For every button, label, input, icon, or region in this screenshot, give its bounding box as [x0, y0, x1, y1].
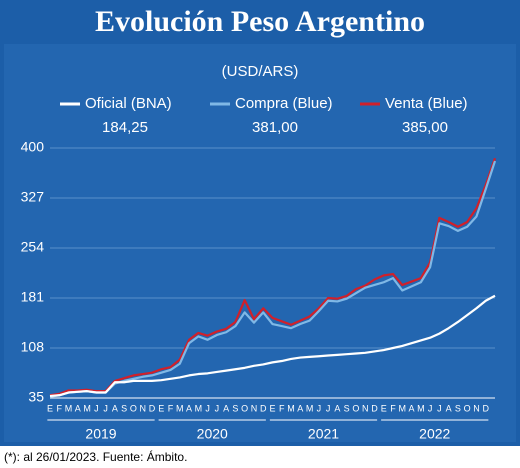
- x-tick-label: F: [279, 403, 285, 413]
- x-tick-label: A: [409, 403, 415, 413]
- x-tick-label: A: [223, 403, 229, 413]
- x-tick-label: M: [287, 403, 295, 413]
- x-tick-label: M: [417, 403, 425, 413]
- series-line: [49, 157, 497, 397]
- x-tick-label: J: [317, 403, 322, 413]
- plot-panel: [4, 44, 516, 442]
- x-tick-label: A: [186, 403, 192, 413]
- x-tick-label: O: [130, 403, 137, 413]
- x-tick-label: M: [195, 403, 203, 413]
- x-tick-label: J: [94, 403, 99, 413]
- y-tick-label: 181: [21, 289, 45, 305]
- y-tick-label: 327: [21, 189, 45, 205]
- legend-label: Venta (Blue): [385, 95, 468, 112]
- y-tick-label: 400: [21, 139, 45, 155]
- subtitle: (USD/ARS): [222, 63, 299, 80]
- legend-value: 184,25: [102, 119, 148, 136]
- series-line: [49, 160, 497, 398]
- x-tick-label: J: [103, 403, 108, 413]
- x-tick-label: N: [362, 403, 369, 413]
- x-tick-label: M: [399, 403, 407, 413]
- x-tick-label: E: [47, 403, 53, 413]
- x-tick-label: N: [251, 403, 258, 413]
- x-tick-label: A: [112, 403, 118, 413]
- y-tick-label: 35: [28, 389, 44, 405]
- y-tick-label: 254: [21, 239, 45, 255]
- x-tick-label: A: [446, 403, 452, 413]
- x-tick-label: F: [390, 403, 396, 413]
- x-tick-label: A: [334, 403, 340, 413]
- x-tick-label: F: [168, 403, 174, 413]
- x-tick-label: M: [65, 403, 73, 413]
- x-tick-label: D: [149, 403, 156, 413]
- x-tick-label: A: [75, 403, 81, 413]
- x-tick-label: S: [121, 403, 127, 413]
- series-line: [49, 294, 496, 398]
- x-tick-label: E: [158, 403, 164, 413]
- x-tick-label: A: [297, 403, 303, 413]
- x-tick-label: O: [241, 403, 248, 413]
- x-tick-label: S: [455, 403, 461, 413]
- x-tick-label: E: [269, 403, 275, 413]
- chart-title: Evolución Peso Argentino: [95, 5, 425, 38]
- legend-label: Compra (Blue): [235, 95, 333, 112]
- x-tick-label: J: [428, 403, 433, 413]
- year-label: 2019: [85, 426, 116, 442]
- x-tick-label: N: [473, 403, 480, 413]
- x-tick-label: J: [205, 403, 210, 413]
- year-label: 2020: [197, 426, 228, 442]
- x-tick-label: F: [57, 403, 63, 413]
- legend-value: 381,00: [252, 119, 298, 136]
- year-label: 2022: [419, 426, 450, 442]
- year-label: 2021: [308, 426, 339, 442]
- x-tick-label: D: [260, 403, 267, 413]
- y-tick-label: 108: [21, 339, 45, 355]
- x-tick-label: M: [83, 403, 91, 413]
- legend-label: Oficial (BNA): [85, 95, 172, 112]
- x-tick-label: S: [232, 403, 238, 413]
- x-tick-label: S: [344, 403, 350, 413]
- x-tick-label: M: [306, 403, 314, 413]
- x-tick-label: E: [381, 403, 387, 413]
- x-tick-label: D: [371, 403, 378, 413]
- footnote: (*): al 26/01/2023. Fuente: Ámbito.: [4, 449, 187, 464]
- x-tick-label: D: [482, 403, 489, 413]
- x-tick-label: J: [437, 403, 442, 413]
- x-tick-label: O: [352, 403, 359, 413]
- x-tick-label: M: [176, 403, 184, 413]
- x-tick-label: N: [139, 403, 146, 413]
- legend-value: 385,00: [402, 119, 448, 136]
- x-tick-label: O: [464, 403, 471, 413]
- x-tick-label: J: [215, 403, 220, 413]
- x-tick-label: J: [326, 403, 331, 413]
